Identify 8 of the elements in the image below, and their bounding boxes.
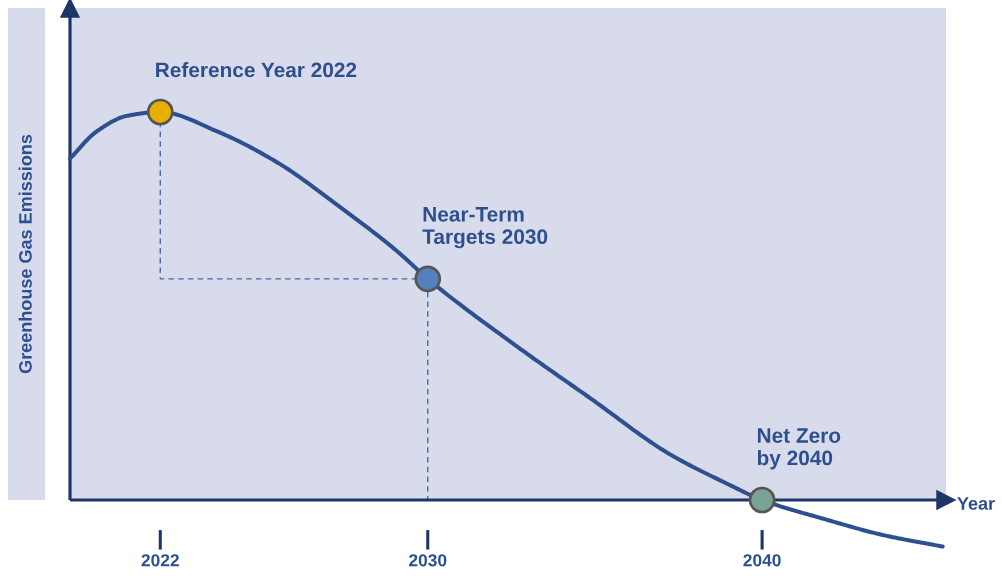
x-axis-title: Year <box>957 497 995 510</box>
x-tick-label: 2030 <box>409 554 447 567</box>
x-tick-label: 2022 <box>141 554 179 567</box>
annotation: Reference Year 2022 <box>156 62 357 78</box>
annotation: Net Zero by 2040 <box>757 428 841 470</box>
annotation: Near-Term Targets 2030 <box>422 207 548 249</box>
y-axis-title: Greenhouse Gas Emissions <box>18 134 32 374</box>
x-tick-label: 2040 <box>743 554 781 567</box>
